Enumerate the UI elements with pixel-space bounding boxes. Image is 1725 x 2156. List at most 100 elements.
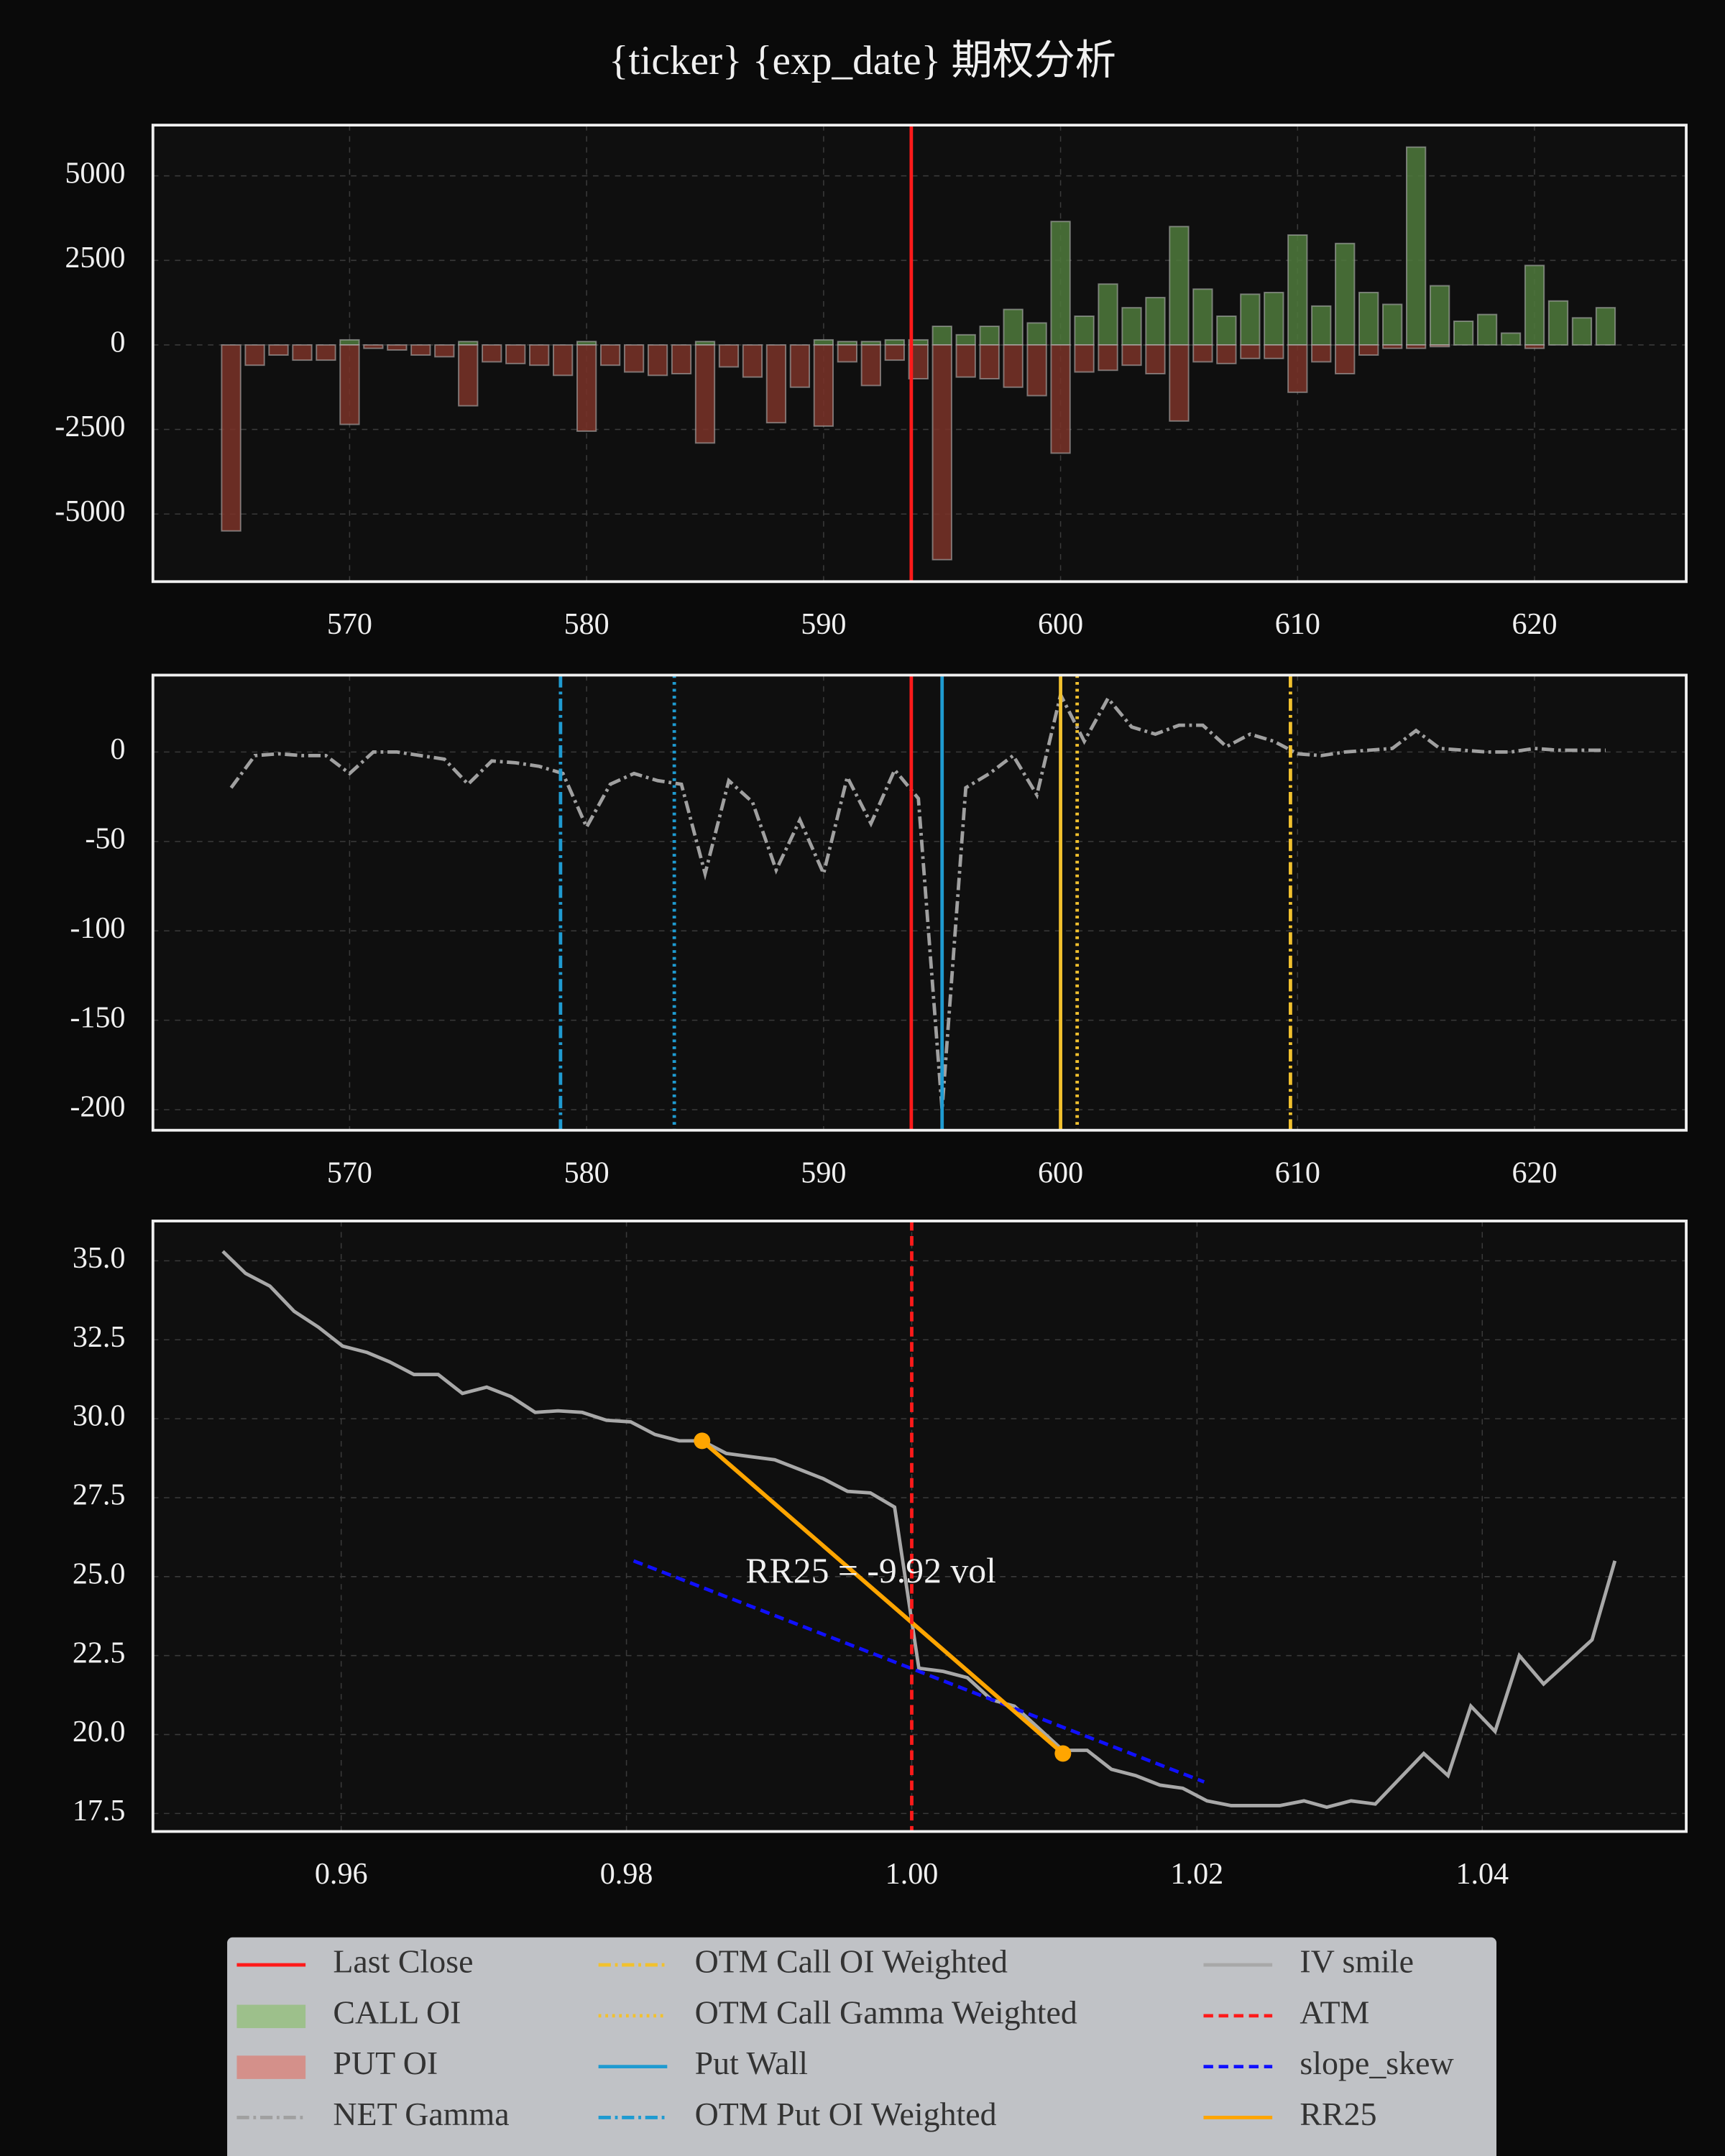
bar: [1240, 293, 1261, 346]
x-tick-label: 620: [1512, 1156, 1557, 1189]
bar: [1216, 344, 1237, 364]
bar: [244, 344, 265, 367]
bar: [1050, 344, 1071, 454]
x-tick-label: 590: [801, 607, 846, 641]
plot-frame: [151, 673, 1688, 1132]
x-tick-label: 1.04: [1455, 1857, 1509, 1891]
y-tick-label: 22.5: [73, 1636, 126, 1669]
bar: [1121, 344, 1142, 367]
bar: [387, 344, 408, 351]
bar: [1500, 332, 1522, 346]
bar: [932, 344, 952, 561]
legend-label: RR25: [1300, 2096, 1376, 2132]
bar: [1264, 344, 1284, 359]
bar: [363, 344, 384, 349]
bar: [339, 338, 360, 346]
y-tick-label: 25.0: [73, 1557, 126, 1590]
x-tick-label: 1.00: [886, 1857, 939, 1891]
y-tick-label: 0: [110, 326, 125, 359]
y-tick-label: 35.0: [73, 1241, 126, 1275]
legend-label: PUT OI: [333, 2045, 438, 2081]
bar: [1098, 344, 1118, 372]
bar: [1192, 288, 1213, 346]
series-line: [700, 1439, 1064, 1756]
legend-swatch: [236, 2004, 306, 2029]
bar: [1524, 344, 1545, 349]
series-line: [229, 689, 1606, 1110]
x-tick-label: 620: [1512, 607, 1557, 641]
legend-label: CALL OI: [333, 1994, 461, 2030]
bar: [1003, 308, 1024, 346]
bar: [789, 344, 811, 388]
bar: [339, 344, 360, 425]
bar: [742, 344, 763, 378]
y-tick-label: -2500: [55, 410, 125, 443]
bar: [1406, 344, 1427, 349]
y-tick-label: 20.0: [73, 1715, 126, 1749]
point-marker: [1054, 1745, 1072, 1762]
legend-label: NET Gamma: [333, 2096, 509, 2132]
y-tick-label: -150: [70, 1000, 125, 1034]
bar: [765, 344, 787, 424]
legend-label: slope_skew: [1300, 2045, 1453, 2081]
y-tick-label: 17.5: [73, 1794, 126, 1828]
y-tick-label: -50: [85, 821, 125, 855]
bar: [1382, 344, 1403, 349]
bar: [221, 344, 242, 532]
bar: [671, 344, 692, 374]
point-marker: [694, 1432, 711, 1450]
bar: [1145, 344, 1166, 374]
bar: [1169, 226, 1190, 346]
bar: [1358, 344, 1379, 356]
bar: [1145, 297, 1166, 346]
bar: [1026, 322, 1047, 346]
bar: [1287, 234, 1308, 346]
legend-box: [227, 1937, 1497, 2156]
y-tick-label: 2500: [65, 241, 125, 275]
annotation: RR25 = -9.92 vol: [745, 1551, 996, 1590]
bar: [1287, 344, 1308, 393]
bar: [1169, 344, 1190, 422]
bar: [1595, 307, 1616, 346]
bar: [623, 344, 645, 373]
bar: [1003, 344, 1024, 388]
y-tick-label: 30.0: [73, 1399, 126, 1433]
bar: [932, 326, 952, 346]
bar: [1406, 146, 1427, 346]
y-tick-label: 5000: [65, 156, 125, 190]
bar: [1358, 292, 1379, 346]
bar: [553, 344, 574, 377]
bar: [1476, 313, 1498, 346]
bar: [316, 344, 336, 361]
x-tick-label: 580: [564, 607, 610, 641]
bar: [529, 344, 550, 367]
bar: [268, 344, 289, 356]
series-line: [221, 1250, 1617, 1810]
bar: [647, 344, 668, 377]
bar: [1453, 321, 1474, 346]
bar: [292, 344, 313, 361]
bar: [955, 333, 976, 346]
bar: [718, 344, 740, 368]
bar: [884, 338, 905, 346]
series-line: [632, 1559, 1205, 1784]
x-tick-label: 600: [1038, 1156, 1083, 1189]
bar: [1264, 292, 1284, 346]
bar: [1192, 344, 1213, 363]
bar: [1335, 344, 1356, 374]
bar: [410, 344, 431, 356]
bar: [813, 344, 834, 427]
x-tick-label: 0.96: [315, 1857, 368, 1891]
x-tick-label: 610: [1275, 1156, 1320, 1189]
bar: [1335, 242, 1356, 346]
x-tick-label: 590: [801, 1156, 846, 1189]
bar: [955, 344, 976, 378]
legend-label: OTM Call Gamma Weighted: [695, 1994, 1077, 2030]
bar: [837, 344, 857, 363]
bar: [979, 344, 1000, 379]
bar: [1524, 264, 1545, 346]
plot-frame: [151, 1220, 1688, 1833]
bar: [1571, 317, 1593, 346]
bar: [576, 344, 597, 432]
